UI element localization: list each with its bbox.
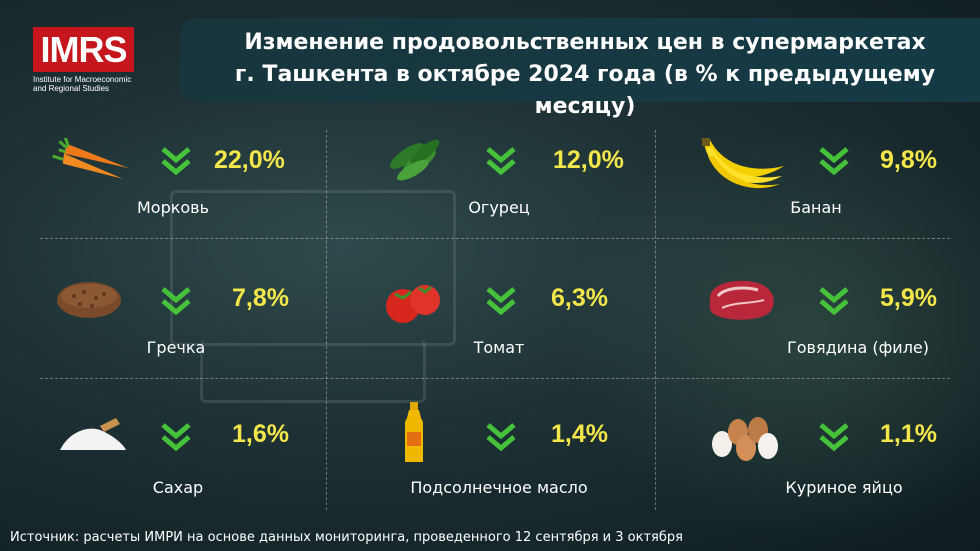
price-change-value: 9,8%: [880, 146, 937, 174]
column-divider: [326, 130, 327, 510]
title-banner: [180, 18, 980, 102]
product-name: Огурец: [468, 198, 530, 217]
logo-subtitle: Institute for Macroeconomic and Regional…: [33, 75, 132, 93]
source-note: Источник: расчеты ИМРИ на основе данных …: [10, 530, 683, 545]
price-card-sunflower-oil: 1,4% Подсолнечное масло: [329, 390, 655, 530]
title-line-1: Изменение продовольственных цен в суперм…: [244, 30, 926, 55]
product-name: Морковь: [136, 198, 210, 217]
price-card-beef: 5,9% Говядина (филе): [654, 250, 980, 390]
price-card-cucumber: 12,0% Огурец: [329, 110, 655, 250]
price-card-eggs: 1,1% Куриное яйцо: [654, 390, 980, 530]
chevron-down-icon: [486, 147, 516, 176]
price-card-banana: 9,8% Банан: [654, 110, 980, 250]
price-change-value: 6,3%: [551, 284, 608, 312]
price-change-value: 1,6%: [232, 420, 289, 448]
beef-icon: [709, 280, 774, 320]
sugar-icon: [60, 418, 126, 450]
oil-bottle-icon: [405, 402, 423, 462]
product-name: Говядина (филе): [786, 338, 930, 357]
tomato-icon: [386, 285, 440, 323]
banana-icon: [702, 138, 784, 189]
product-name: Банан: [790, 198, 842, 217]
price-change-value: 12,0%: [553, 146, 624, 174]
column-divider: [655, 130, 656, 510]
price-card-tomato: 6,3% Томат: [329, 250, 655, 390]
carrot-icon: [52, 138, 129, 179]
chevron-down-icon: [486, 287, 516, 316]
price-card-sugar: 1,6% Сахар: [0, 390, 326, 530]
price-change-value: 5,9%: [880, 284, 937, 312]
chevron-down-icon: [161, 287, 191, 316]
buckwheat-icon: [57, 282, 121, 318]
price-card-carrot: 22,0% Морковь: [0, 110, 326, 250]
title-line-2: г. Ташкента в октябре 2024 года (в % к п…: [234, 62, 936, 119]
chevron-down-icon: [161, 423, 191, 452]
eggs-icon: [712, 417, 778, 461]
product-name: Куриное яйцо: [785, 478, 903, 497]
price-change-value: 22,0%: [214, 146, 285, 174]
row-divider: [40, 378, 950, 379]
chevron-down-icon: [819, 287, 849, 316]
cucumber-icon: [390, 139, 440, 181]
price-change-value: 1,4%: [551, 420, 608, 448]
product-name: Томат: [473, 338, 525, 357]
chevron-down-icon: [819, 147, 849, 176]
product-name: Подсолнечное масло: [410, 478, 588, 497]
chevron-down-icon: [486, 423, 516, 452]
price-card-buckwheat: 7,8% Гречка: [0, 250, 326, 390]
chevron-down-icon: [161, 147, 191, 176]
price-change-value: 1,1%: [880, 420, 937, 448]
page-title: Изменение продовольственных цен в суперм…: [200, 27, 970, 123]
chevron-down-icon: [819, 423, 849, 452]
product-name: Гречка: [146, 338, 206, 357]
row-divider: [40, 238, 950, 239]
product-name: Сахар: [152, 478, 204, 497]
imrs-logo: IMRS: [33, 27, 134, 72]
price-change-value: 7,8%: [232, 284, 289, 312]
